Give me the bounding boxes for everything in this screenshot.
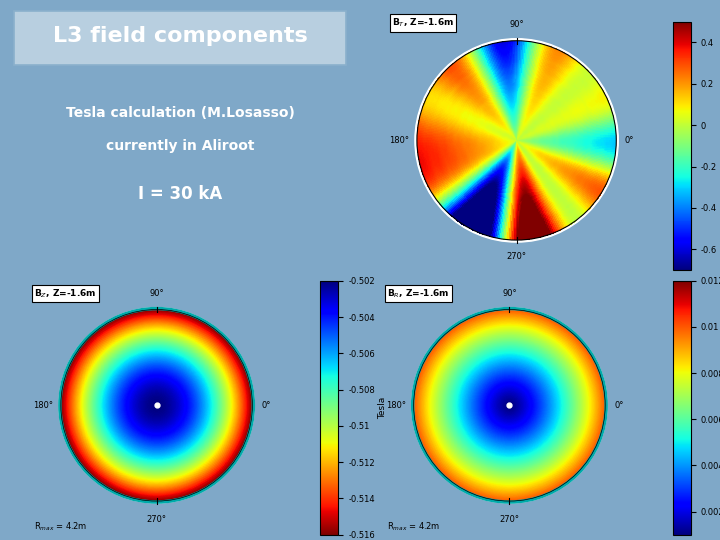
Text: 270°: 270° — [500, 516, 519, 524]
Text: R$_{max}$ = 4.2m: R$_{max}$ = 4.2m — [387, 521, 440, 534]
Text: B$_T$, Z=-1.6m: B$_T$, Z=-1.6m — [392, 17, 454, 29]
Text: 0°: 0° — [262, 401, 271, 410]
Text: 0°: 0° — [624, 136, 634, 145]
Text: 90°: 90° — [509, 20, 524, 29]
Text: 270°: 270° — [147, 516, 166, 524]
Text: Tesla calculation (M.Losasso): Tesla calculation (M.Losasso) — [66, 106, 294, 120]
Circle shape — [415, 39, 618, 242]
Text: 90°: 90° — [502, 289, 517, 298]
Text: 180°: 180° — [33, 401, 53, 410]
Text: 180°: 180° — [389, 136, 409, 145]
Text: 180°: 180° — [386, 401, 406, 410]
Text: B$_Z$, Z=-1.6m: B$_Z$, Z=-1.6m — [34, 287, 96, 300]
Text: 270°: 270° — [507, 252, 526, 261]
Text: 0°: 0° — [615, 401, 624, 410]
FancyBboxPatch shape — [14, 11, 346, 65]
Text: 90°: 90° — [149, 289, 164, 298]
Text: R$_{max}$ = 4.2m: R$_{max}$ = 4.2m — [34, 521, 87, 534]
Circle shape — [59, 308, 254, 503]
Text: currently in Aliroot: currently in Aliroot — [106, 139, 254, 153]
Text: B$_R$, Z=-1.6m: B$_R$, Z=-1.6m — [387, 287, 449, 300]
Text: L3 field components: L3 field components — [53, 26, 307, 46]
Text: I = 30 kA: I = 30 kA — [138, 185, 222, 204]
Circle shape — [412, 308, 607, 503]
Y-axis label: Tesla: Tesla — [378, 396, 387, 419]
